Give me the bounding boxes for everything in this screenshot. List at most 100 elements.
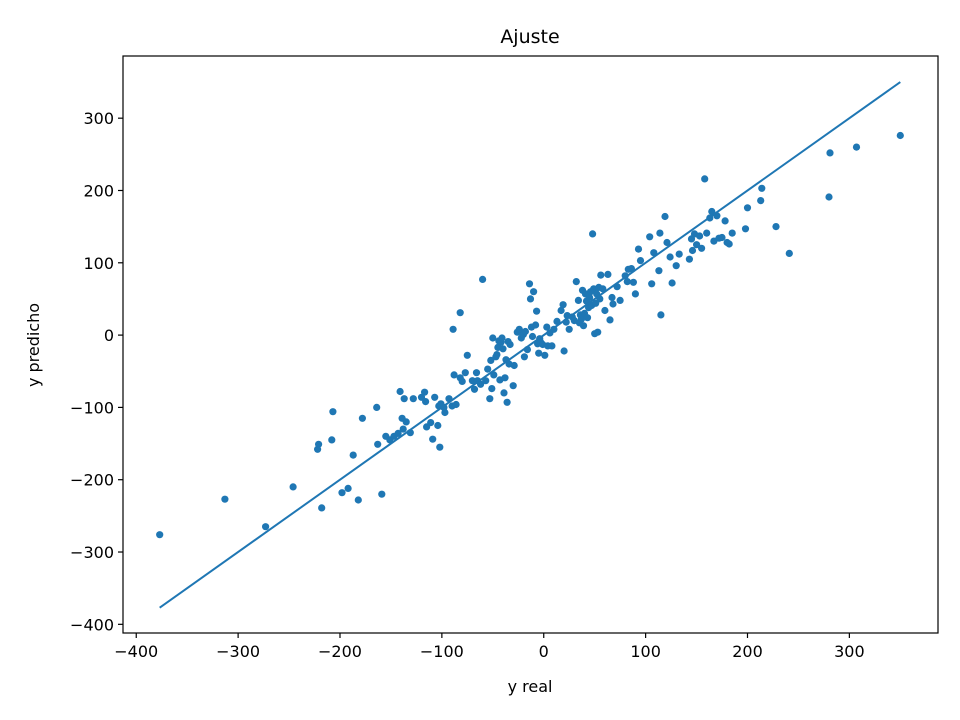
data-point <box>289 483 297 491</box>
data-point <box>604 270 612 278</box>
data-point <box>583 314 592 322</box>
y-tick-label: −400 <box>70 615 114 634</box>
y-tick-label: −200 <box>70 471 114 490</box>
data-point <box>608 293 616 302</box>
x-tick-label: 100 <box>630 642 661 661</box>
data-point <box>328 436 336 444</box>
data-point <box>698 244 706 252</box>
data-point <box>525 280 534 288</box>
data-point <box>718 233 726 242</box>
identity-line <box>159 81 901 609</box>
data-point <box>520 353 529 361</box>
data-point <box>696 232 704 240</box>
data-point <box>427 419 435 427</box>
data-point <box>772 223 780 231</box>
data-point <box>354 496 362 504</box>
y-tick-label: −100 <box>70 398 114 417</box>
data-point <box>490 371 498 379</box>
data-point <box>606 316 614 324</box>
data-point <box>450 371 458 379</box>
data-point <box>468 377 476 385</box>
data-point <box>506 340 514 349</box>
data-point <box>458 377 466 385</box>
data-point <box>826 149 834 157</box>
data-point <box>378 490 386 498</box>
data-point <box>499 345 507 353</box>
data-point <box>548 342 556 350</box>
data-point <box>688 246 697 255</box>
data-point <box>429 435 437 443</box>
data-point <box>560 347 568 355</box>
data-point <box>373 403 381 411</box>
data-point <box>436 443 444 451</box>
data-point <box>597 271 605 279</box>
data-point <box>470 385 479 393</box>
data-point <box>661 212 669 221</box>
x-tick-label: 200 <box>732 642 763 661</box>
data-point <box>344 484 352 492</box>
data-point <box>743 204 752 212</box>
data-point <box>574 296 583 304</box>
data-point <box>422 398 430 406</box>
x-tick-label: −200 <box>318 642 362 661</box>
data-point <box>668 279 676 287</box>
data-point <box>358 414 366 422</box>
data-point <box>400 395 408 403</box>
data-point <box>487 356 495 364</box>
data-point <box>338 489 346 497</box>
data-point <box>456 309 464 317</box>
data-point <box>262 523 270 531</box>
data-point <box>708 207 716 216</box>
data-point <box>656 229 664 237</box>
data-point <box>543 323 551 331</box>
data-point <box>589 230 597 238</box>
data-point <box>703 229 711 237</box>
data-point <box>631 290 640 298</box>
data-point <box>758 184 766 192</box>
data-point <box>565 325 573 333</box>
data-point <box>634 245 643 253</box>
data-point <box>521 327 530 336</box>
data-point <box>329 408 337 416</box>
data-point <box>409 395 417 403</box>
x-tick-label: −300 <box>216 642 260 661</box>
data-point <box>594 328 602 336</box>
x-tick-label: 0 <box>539 642 549 661</box>
data-point <box>725 240 733 248</box>
y-tick-label: 200 <box>83 181 114 200</box>
data-point <box>501 374 509 382</box>
y-tick-label: 0 <box>104 326 114 345</box>
data-point <box>402 418 410 426</box>
y-tick-label: 100 <box>83 254 114 273</box>
data-point <box>349 451 357 459</box>
data-point <box>526 295 535 303</box>
data-point <box>434 421 442 430</box>
data-point <box>825 193 833 201</box>
x-tick-label: −100 <box>420 642 464 661</box>
data-point <box>515 325 523 333</box>
data-point <box>533 307 541 315</box>
data-point <box>431 393 439 401</box>
data-point <box>577 315 586 323</box>
data-point <box>557 306 565 315</box>
data-point <box>616 296 624 304</box>
data-point <box>896 131 904 140</box>
data-point <box>728 229 736 237</box>
data-point <box>721 217 729 225</box>
data-point <box>609 300 617 308</box>
data-point <box>535 349 543 357</box>
data-point <box>315 440 323 448</box>
data-point <box>394 429 402 437</box>
data-point <box>629 278 638 286</box>
data-point <box>484 365 492 373</box>
y-tick-label: 300 <box>83 109 114 128</box>
data-point <box>572 278 580 286</box>
data-point <box>449 325 457 333</box>
x-axis-label: y real <box>508 677 553 696</box>
data-point <box>498 334 506 342</box>
data-point <box>530 288 538 296</box>
data-point <box>374 440 382 448</box>
data-point <box>559 301 567 309</box>
data-point <box>399 425 407 433</box>
data-point <box>646 233 654 241</box>
